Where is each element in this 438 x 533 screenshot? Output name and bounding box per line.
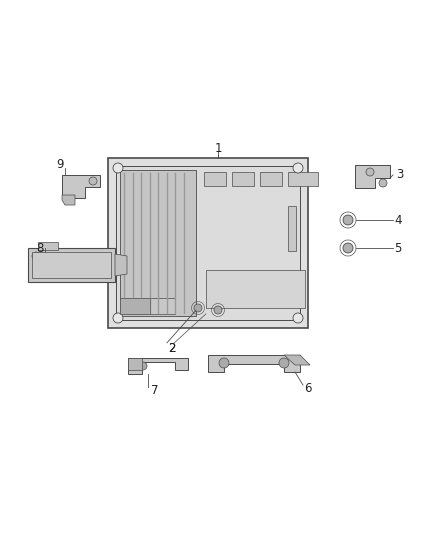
Circle shape xyxy=(219,358,229,368)
Text: 4: 4 xyxy=(394,214,402,227)
Bar xyxy=(108,158,308,328)
Text: 3: 3 xyxy=(396,168,404,182)
Circle shape xyxy=(32,252,40,260)
Bar xyxy=(32,252,111,278)
Bar xyxy=(232,172,254,186)
Bar xyxy=(206,270,305,308)
Bar xyxy=(38,242,58,250)
Circle shape xyxy=(214,306,222,314)
Text: 1: 1 xyxy=(214,141,222,155)
Circle shape xyxy=(113,313,123,323)
Circle shape xyxy=(103,270,111,278)
Circle shape xyxy=(113,163,123,173)
Text: 2: 2 xyxy=(168,342,176,354)
Text: 9: 9 xyxy=(56,158,64,172)
Polygon shape xyxy=(115,254,127,276)
Circle shape xyxy=(194,304,202,312)
Bar xyxy=(260,172,282,186)
Circle shape xyxy=(379,179,387,187)
Bar xyxy=(116,166,300,320)
Polygon shape xyxy=(284,355,310,365)
Polygon shape xyxy=(128,358,188,374)
Text: 6: 6 xyxy=(304,382,312,394)
Circle shape xyxy=(343,215,353,225)
Circle shape xyxy=(293,313,303,323)
Text: 8: 8 xyxy=(36,241,44,254)
Circle shape xyxy=(343,243,353,253)
Bar xyxy=(120,298,175,314)
Bar xyxy=(288,206,296,251)
Circle shape xyxy=(279,358,289,368)
Circle shape xyxy=(366,168,374,176)
Bar xyxy=(204,172,226,186)
Text: 5: 5 xyxy=(394,241,402,254)
Bar xyxy=(288,172,318,186)
Circle shape xyxy=(89,177,97,185)
Polygon shape xyxy=(355,165,390,188)
Bar xyxy=(120,298,150,314)
Polygon shape xyxy=(128,358,142,370)
Bar xyxy=(28,248,115,282)
Bar xyxy=(120,170,196,316)
Polygon shape xyxy=(62,195,75,205)
Text: 2: 2 xyxy=(168,342,176,354)
Circle shape xyxy=(293,163,303,173)
Polygon shape xyxy=(208,355,300,372)
Polygon shape xyxy=(62,175,100,198)
Text: 7: 7 xyxy=(151,384,159,397)
Circle shape xyxy=(139,362,147,370)
